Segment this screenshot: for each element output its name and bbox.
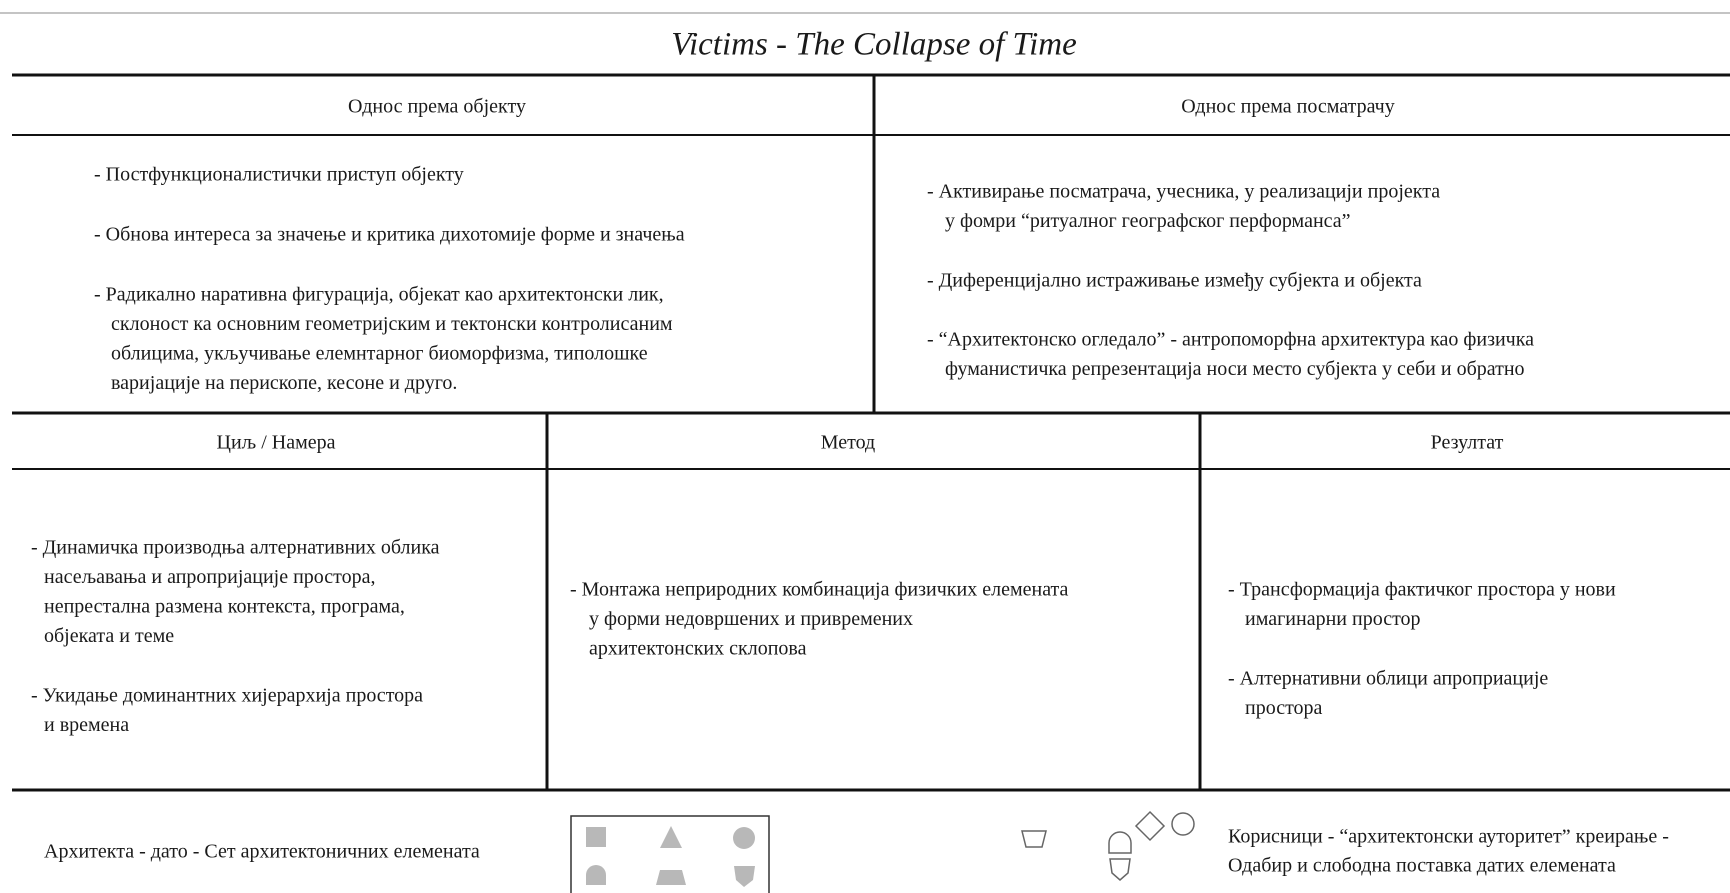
- triangle: [660, 826, 682, 848]
- column-header: Однос према објекту: [348, 96, 526, 118]
- circle: [1171, 812, 1195, 836]
- bullet-line: склоност ка основним геометријским и тек…: [111, 313, 673, 335]
- diamond: [1134, 810, 1166, 842]
- bullet-line: - “Архитектонско огледало” - антропоморф…: [927, 329, 1534, 351]
- column-header: Резултат: [1431, 432, 1504, 454]
- bullet-line: у форми недовршених и привремених: [589, 608, 913, 630]
- bullet-line: варијације на перископе, кесоне и друго.: [111, 372, 457, 394]
- circle: [733, 827, 755, 849]
- bullet-line: архитектонских склопова: [589, 638, 807, 660]
- square: [586, 827, 606, 847]
- trapezoid: [1021, 830, 1047, 848]
- footer-left: Архитекта - дато - Сет архитектоничних е…: [44, 841, 480, 863]
- column-header: Однос према посматрачу: [1181, 96, 1395, 118]
- bullet-line: насељавања и апропријације простора,: [44, 566, 376, 588]
- element-set: [570, 815, 770, 893]
- bullet-line: фуманистичка репрезентација носи место с…: [945, 358, 1525, 380]
- bullet-line: - Трансформација фактичког простора у но…: [1228, 579, 1616, 601]
- bullet-line: - Динамичка производња алтернативних обл…: [31, 537, 440, 559]
- title: Victims - The Collapse of Time: [671, 27, 1076, 63]
- bullet-line: и времена: [44, 714, 129, 736]
- column-header: Метод: [821, 432, 875, 454]
- bullet-line: имагинарни простор: [1245, 608, 1421, 630]
- bullet-line: непрестална размена контекста, програма,: [44, 596, 405, 618]
- pentagon: [1109, 858, 1131, 881]
- bullet-line: облицима, укључивање елемнтарног биоморф…: [111, 343, 648, 365]
- bullet-line: - Диференцијално истраживање између субј…: [927, 270, 1422, 292]
- trapezoid: [656, 870, 686, 885]
- arch: [1108, 831, 1132, 854]
- bullet-line: - Радикално наративна фигурација, објека…: [94, 284, 664, 306]
- bullet-line: - Укидање доминантних хијерархија просто…: [31, 685, 423, 707]
- bullet-line: - Монтажа неприродних комбинација физичк…: [570, 579, 1069, 601]
- bullet-line: објеката и теме: [44, 625, 174, 647]
- bullet-line: - Активирање посматрача, учесника, у реа…: [927, 181, 1440, 203]
- pentagon: [734, 866, 755, 887]
- bullet-line: - Постфункционалистички приступ објекту: [94, 164, 464, 186]
- bullet-line: у фомри “ритуалног географског перформан…: [945, 210, 1351, 232]
- footer-right: Корисници - “архитектонски ауторитет” кр…: [1228, 826, 1669, 848]
- bullet-line: - Алтернативни облици апроприације: [1228, 668, 1548, 690]
- bullet-line: простора: [1245, 697, 1323, 719]
- scattered-elements: [1021, 810, 1195, 881]
- bullet-line: - Обнова интереса за значење и критика д…: [94, 224, 685, 246]
- arch: [586, 865, 606, 885]
- footer-right: Одабир и слободна поставка датих елемена…: [1228, 855, 1616, 877]
- column-header: Циљ / Намера: [217, 432, 336, 454]
